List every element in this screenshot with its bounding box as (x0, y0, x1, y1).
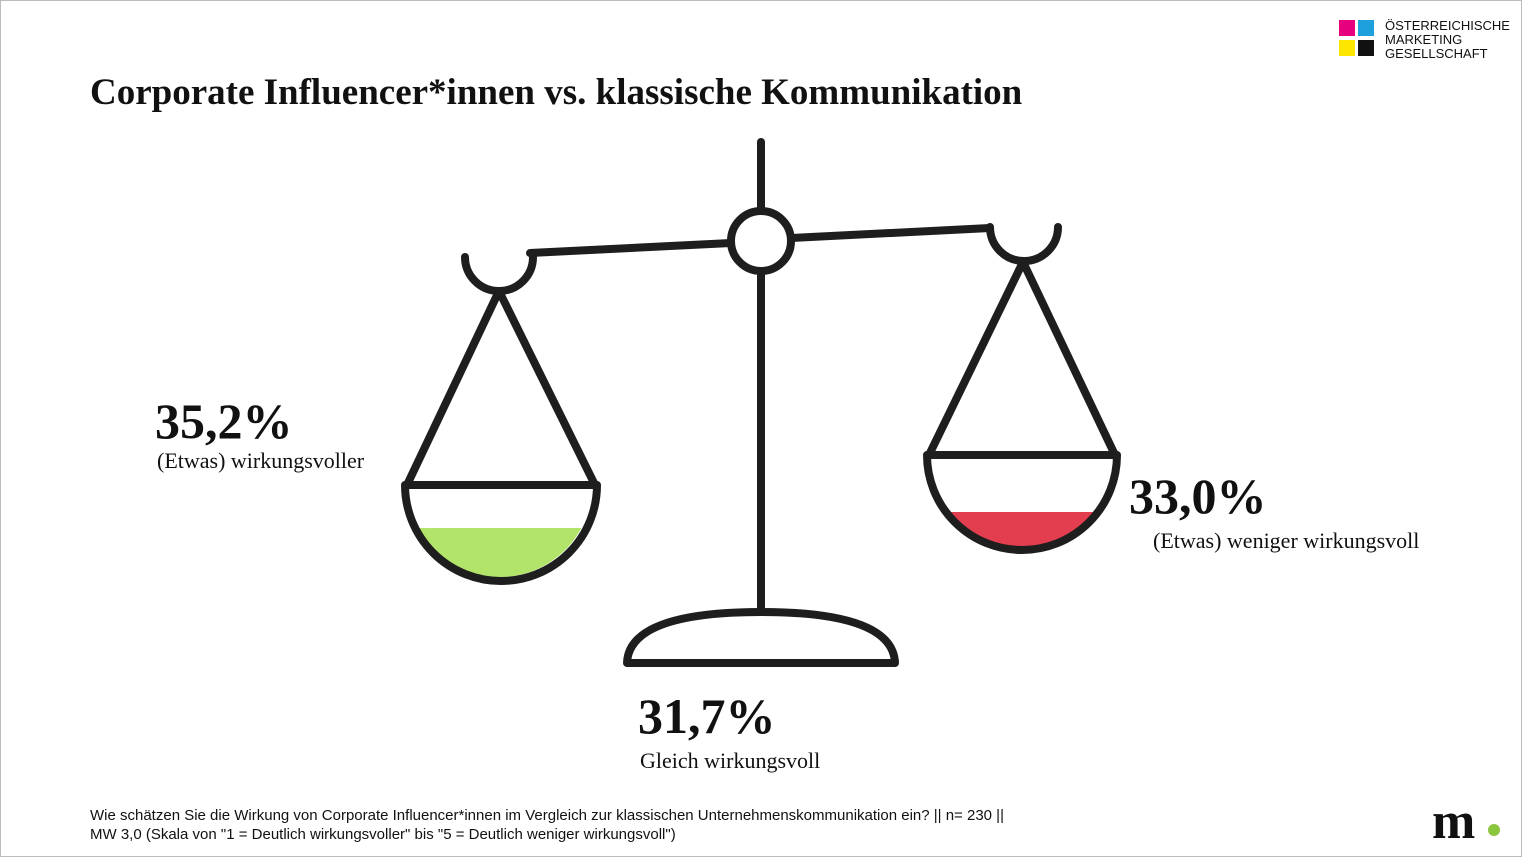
logo-text: ÖSTERREICHISCHE (1385, 18, 1510, 33)
scale (401, 138, 1121, 667)
logo-text: MARKETING (1385, 32, 1462, 47)
label: (Etwas) weniger wirkungsvoll (1153, 528, 1419, 553)
value: 33,0% (1129, 468, 1267, 524)
logo-text: GESELLSCHAFT (1385, 46, 1488, 61)
footnote: Wie schätzen Sie die Wirkung von Corpora… (90, 807, 1004, 824)
brand-dot (1488, 824, 1500, 836)
label: (Etwas) wirkungsvoller (157, 448, 365, 473)
footnote: MW 3,0 (Skala von "1 = Deutlich wirkungs… (90, 826, 676, 843)
title: Corporate Influencer*innen vs. klassisch… (90, 72, 1023, 113)
label: Gleich wirkungsvoll (640, 748, 820, 773)
brand: m (1432, 793, 1475, 850)
value: 31,7% (638, 688, 776, 744)
logo: ÖSTERREICHISCHE MARKETING GESELLSCHAFT (1339, 18, 1510, 61)
value: 35,2% (155, 393, 293, 449)
